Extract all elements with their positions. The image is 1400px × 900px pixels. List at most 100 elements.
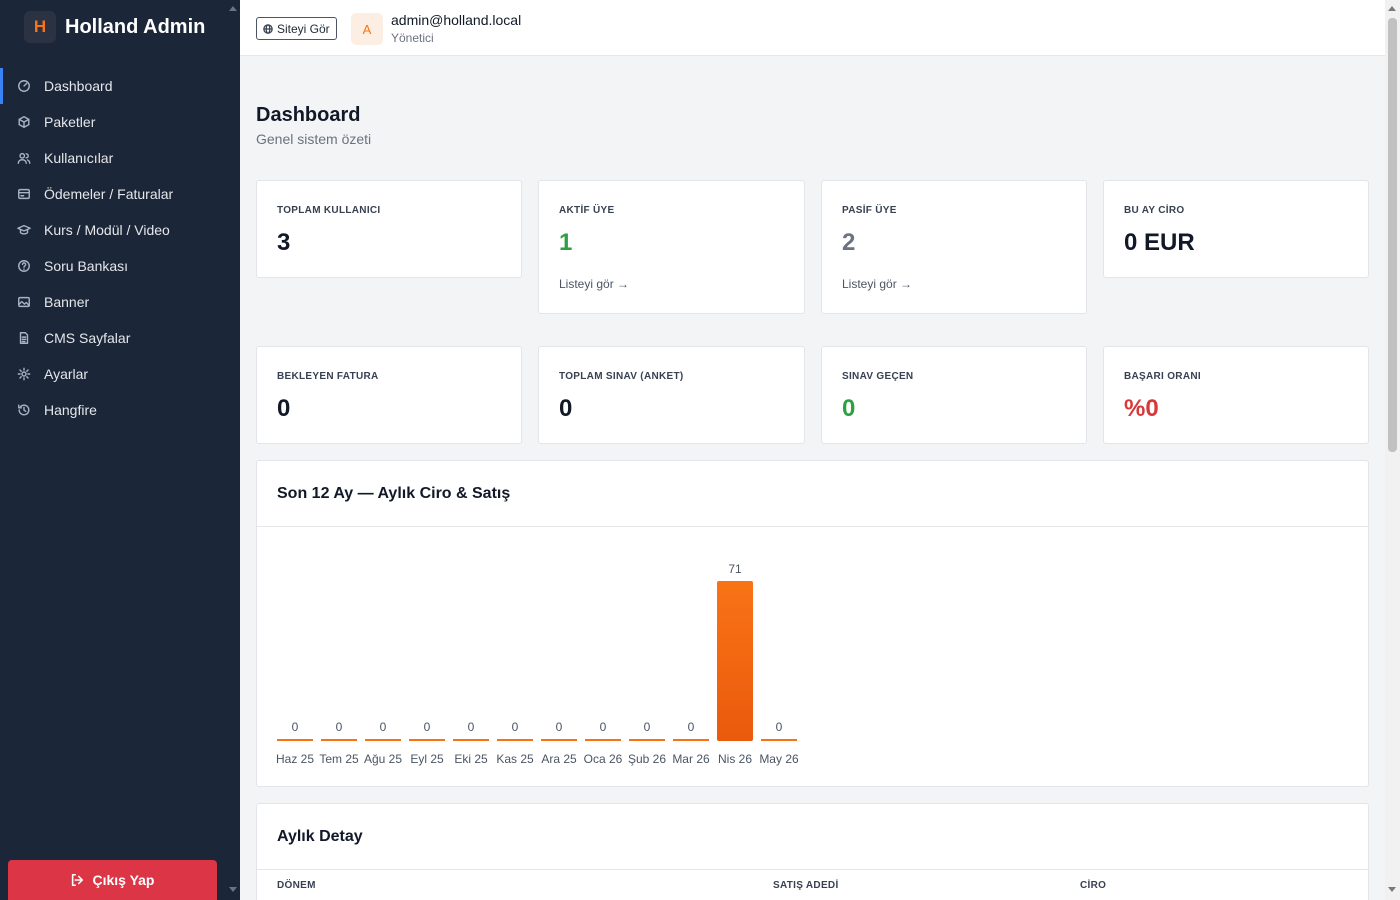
sidebar-item-label: Kurs / Modül / Video xyxy=(44,222,170,238)
sidebar-nav: Dashboard Paketler Kullanıcılar Ödemeler / … xyxy=(0,68,240,428)
bar-8[interactable] xyxy=(629,739,665,741)
bar-11[interactable] xyxy=(761,739,797,741)
x-tick-label-6: Ara 25 xyxy=(541,752,577,766)
stat-label: BAŞARI ORANI xyxy=(1124,371,1201,382)
x-tick-label-7: Oca 26 xyxy=(584,752,623,766)
stat-card-passive-members: PASİF ÜYE 2 Listeyi gör → xyxy=(821,180,1087,314)
scroll-down-arrow-icon[interactable] xyxy=(229,887,237,892)
brand-title: Holland Admin xyxy=(65,15,206,38)
view-list-link[interactable]: Listeyi gör → xyxy=(559,277,630,291)
monthly-chart-card: Son 12 Ay — Aylık Ciro & Satış 0 Haz 25 0 T… xyxy=(256,460,1369,787)
scroll-up-arrow-icon[interactable] xyxy=(229,6,237,11)
sidebar-item-7[interactable]: CMS Sayfalar xyxy=(0,320,240,356)
sidebar: H Holland Admin Dashboard Paketler Kullanı… xyxy=(0,0,240,900)
sidebar-item-label: Kullanıcılar xyxy=(44,150,114,166)
bar-1[interactable] xyxy=(321,739,357,741)
bar-6[interactable] xyxy=(541,739,577,741)
scroll-down-arrow-icon[interactable] xyxy=(1388,887,1396,892)
stat-label: TOPLAM KULLANICI xyxy=(277,205,381,216)
bar-value-label-4: 0 xyxy=(468,720,475,734)
payment-icon xyxy=(17,187,31,201)
bar-value-label-0: 0 xyxy=(292,720,299,734)
view-site-button[interactable]: Siteyi Gör xyxy=(256,17,337,40)
monthly-detail-card: Aylık Detay DÖNEM SATIŞ ADEDİ CİRO xyxy=(256,803,1369,900)
question-icon xyxy=(17,259,31,273)
x-tick-label-10: Nis 26 xyxy=(718,752,752,766)
x-tick-label-1: Tem 25 xyxy=(319,752,359,766)
page-subtitle: Genel sistem özeti xyxy=(256,131,372,147)
x-tick-label-4: Eki 25 xyxy=(454,752,488,766)
scroll-up-arrow-icon[interactable] xyxy=(1388,6,1396,11)
sidebar-item-9[interactable]: Hangfire xyxy=(0,392,240,428)
column-header-period[interactable]: DÖNEM xyxy=(277,880,316,891)
x-tick-label-3: Eyl 25 xyxy=(410,752,444,766)
stat-card-monthly-revenue: BU AY CİRO 0 EUR xyxy=(1103,180,1369,278)
x-tick-label-11: May 26 xyxy=(759,752,799,766)
stat-value: 1 xyxy=(559,229,573,256)
bar-10[interactable] xyxy=(717,581,753,741)
column-header-sales-count[interactable]: SATIŞ ADEDİ xyxy=(773,880,839,891)
bar-value-label-2: 0 xyxy=(380,720,387,734)
stat-value: 0 xyxy=(559,395,573,422)
sidebar-item-0[interactable]: Dashboard xyxy=(0,68,240,104)
brand-logo: H xyxy=(24,11,56,43)
main-scrollbar[interactable] xyxy=(1385,0,1400,900)
sidebar-item-label: Soru Bankası xyxy=(44,258,129,274)
stat-card-success-rate: BAŞARI ORANI %0 xyxy=(1103,346,1369,444)
bar-value-label-3: 0 xyxy=(424,720,431,734)
sidebar-scrollbar[interactable] xyxy=(225,0,240,900)
bar-value-label-8: 0 xyxy=(644,720,651,734)
brand[interactable]: H Holland Admin xyxy=(0,0,240,54)
stat-label: BU AY CİRO xyxy=(1124,205,1185,216)
user-email: admin@holland.local xyxy=(391,12,522,28)
stat-card-pending-invoices: BEKLEYEN FATURA 0 xyxy=(256,346,522,444)
page-title: Dashboard xyxy=(256,104,361,126)
sidebar-item-5[interactable]: Soru Bankası xyxy=(0,248,240,284)
bar-2[interactable] xyxy=(365,739,401,741)
sidebar-item-1[interactable]: Paketler xyxy=(0,104,240,140)
stat-value: 0 xyxy=(277,395,291,422)
stat-label: SINAV GEÇEN xyxy=(842,371,914,382)
bar-value-label-1: 0 xyxy=(336,720,343,734)
stat-value: 0 xyxy=(842,395,856,422)
stat-label: TOPLAM SINAV (ANKET) xyxy=(559,371,684,382)
bar-7[interactable] xyxy=(585,739,621,741)
bar-value-label-7: 0 xyxy=(600,720,607,734)
view-list-link[interactable]: Listeyi gör → xyxy=(842,277,913,291)
x-tick-label-5: Kas 25 xyxy=(496,752,534,766)
stat-value: 3 xyxy=(277,229,291,256)
sidebar-item-6[interactable]: Banner xyxy=(0,284,240,320)
sidebar-item-label: Paketler xyxy=(44,114,96,130)
bar-value-label-6: 0 xyxy=(556,720,563,734)
dashboard-icon xyxy=(17,79,31,93)
card-divider xyxy=(257,869,1368,870)
sidebar-item-4[interactable]: Kurs / Modül / Video xyxy=(0,212,240,248)
package-icon xyxy=(17,115,31,129)
bar-value-label-11: 0 xyxy=(776,720,783,734)
card-divider xyxy=(257,526,1368,527)
scrollbar-thumb[interactable] xyxy=(1388,18,1397,452)
stat-value: 2 xyxy=(842,229,856,256)
gear-icon xyxy=(17,367,31,381)
sidebar-item-label: CMS Sayfalar xyxy=(44,330,131,346)
sidebar-item-2[interactable]: Kullanıcılar xyxy=(0,140,240,176)
bar-value-label-10: 71 xyxy=(728,562,742,576)
logout-button[interactable]: Çıkış Yap xyxy=(8,860,217,900)
bar-5[interactable] xyxy=(497,739,533,741)
sidebar-item-8[interactable]: Ayarlar xyxy=(0,356,240,392)
bar-3[interactable] xyxy=(409,739,445,741)
history-icon xyxy=(17,403,31,417)
sidebar-item-label: Ödemeler / Faturalar xyxy=(44,186,174,202)
bar-chart: 0 Haz 25 0 Tem 25 0 Ağu 25 0 Eyl 25 0 Eki 25 0 Kas … xyxy=(276,562,799,766)
avatar[interactable]: A xyxy=(351,13,383,45)
sidebar-item-3[interactable]: Ödemeler / Faturalar xyxy=(0,176,240,212)
logout-label: Çıkış Yap xyxy=(92,872,155,888)
column-header-revenue[interactable]: CİRO xyxy=(1080,880,1107,891)
bar-9[interactable] xyxy=(673,739,709,741)
image-icon xyxy=(17,295,31,309)
stat-card-exams-passed: SINAV GEÇEN 0 xyxy=(821,346,1087,444)
view-site-label: Siteyi Gör xyxy=(277,21,330,36)
bar-4[interactable] xyxy=(453,739,489,741)
bar-0[interactable] xyxy=(277,739,313,741)
user-role: Yönetici xyxy=(391,31,434,45)
